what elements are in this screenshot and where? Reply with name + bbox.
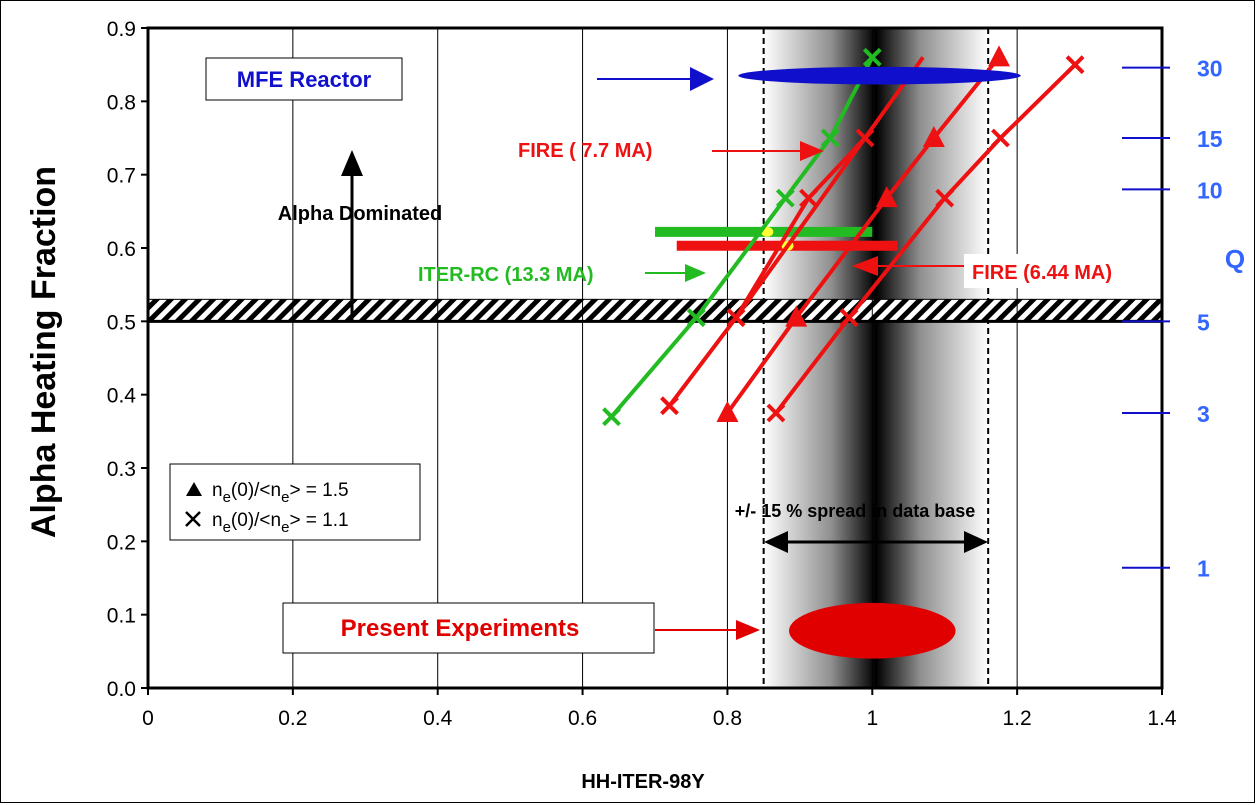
x-marker — [660, 396, 679, 416]
mfe-label: MFE Reactor — [237, 67, 372, 92]
iter-rc-label: ITER-RC (13.3 MA) — [418, 264, 594, 286]
q-tick-label: 5 — [1197, 309, 1210, 335]
present-label-box — [282, 602, 655, 654]
x-marker — [991, 128, 1010, 148]
legend-triangle-marker — [186, 482, 202, 496]
fire77-label: FIRE ( 7.7 MA) — [518, 140, 652, 162]
plot-border — [146, 26, 1164, 690]
y-tick-label: 0.7 — [107, 165, 136, 188]
legend-entry-1: ne(0)/<ne> = 1.5 — [212, 480, 349, 506]
x-marker — [839, 308, 859, 328]
x-gridlines — [292, 28, 1018, 688]
x-marker — [820, 128, 840, 148]
ellipses-layer — [738, 66, 1021, 659]
triangle-marker — [922, 126, 945, 147]
y-tick-label: 0.6 — [107, 238, 136, 261]
q-tick-label: 3 — [1197, 401, 1210, 427]
y-tick-label: 0.0 — [107, 678, 136, 701]
y-tick-label: 0.4 — [107, 385, 137, 408]
present-arrowhead — [736, 620, 760, 640]
x-tick-label: 0.4 — [423, 707, 453, 730]
y-tick-label: 0.2 — [107, 531, 136, 554]
ignition-hatch-band — [147, 298, 1163, 322]
legend-x-marker — [185, 511, 201, 527]
alpha-dominated-label: Alpha Dominated — [278, 203, 442, 225]
q-tick-label: 15 — [1197, 126, 1223, 152]
series-line — [667, 136, 867, 407]
x-tick-label: 0.8 — [713, 707, 742, 730]
spread-band — [763, 28, 989, 688]
x-axis-title: HH-ITER-98Y — [581, 771, 705, 793]
x-tick-label: 0 — [142, 707, 154, 730]
fire644-label-box — [964, 254, 1154, 288]
region-ellipse — [788, 602, 956, 659]
x-tick-label: 0.2 — [278, 707, 307, 730]
legend-box — [169, 463, 421, 541]
x-marker — [799, 188, 818, 208]
triangle-marker — [716, 401, 739, 422]
spread-arrowhead-left — [764, 531, 788, 553]
x-tick-label: 0.6 — [568, 707, 597, 730]
y-ticks: 0.0 0.1 0.2 0.3 0.4 0.5 0.6 0.7 0.8 0.9 — [107, 18, 148, 701]
y-axis-title: Alpha Heating Fraction — [25, 166, 63, 538]
x-tick-label: 1 — [866, 707, 878, 730]
fire644-arrowhead — [852, 256, 878, 276]
spread-label: +/- 15 % spread in data base — [735, 501, 976, 521]
x-tick-label: 1.4 — [1147, 707, 1177, 730]
legend-entry-2: ne(0)/<ne> = 1.1 — [212, 510, 349, 536]
x-marker — [766, 403, 786, 423]
spread-arrowhead-right — [964, 531, 988, 553]
present-label: Present Experiments — [341, 615, 580, 642]
x-marker — [686, 308, 706, 328]
x-marker — [602, 407, 621, 427]
y-tick-label: 0.3 — [107, 458, 136, 481]
fire77-arrowhead — [800, 141, 824, 161]
alpha-dominated-arrowhead — [341, 150, 363, 176]
y-tick-label: 0.5 — [107, 311, 136, 334]
x-marker — [1065, 55, 1085, 75]
iter-rc-arrowhead — [685, 264, 706, 282]
triangle-marker — [785, 305, 808, 327]
mfe-label-box — [205, 57, 403, 101]
region-ellipse — [738, 66, 1021, 85]
q-ticks: 30 15 10 5 3 1 — [1122, 56, 1223, 582]
y-tick-label: 0.1 — [107, 605, 136, 628]
x-marker — [862, 47, 882, 67]
mfe-arrowhead — [690, 67, 714, 91]
q-axis-title: Q — [1225, 244, 1245, 274]
y-tick-label: 0.8 — [107, 91, 136, 114]
y-tick-label: 0.9 — [107, 18, 136, 41]
triangle-marker — [875, 186, 898, 208]
q-tick-label: 30 — [1197, 56, 1223, 82]
x-marker — [775, 188, 795, 208]
q-tick-label: 1 — [1197, 556, 1210, 582]
x-marker — [935, 188, 955, 208]
x-tick-label: 1.2 — [1003, 707, 1032, 730]
q-tick-label: 10 — [1197, 177, 1223, 203]
triangle-marker — [988, 45, 1011, 67]
x-ticks: 0 0.2 0.4 0.6 0.8 1 1.2 1.4 — [142, 688, 1177, 730]
fire644-label: FIRE (6.44 MA) — [972, 262, 1112, 284]
legend: ne(0)/<ne> = 1.5 ne(0)/<ne> = 1.1 — [169, 463, 421, 541]
